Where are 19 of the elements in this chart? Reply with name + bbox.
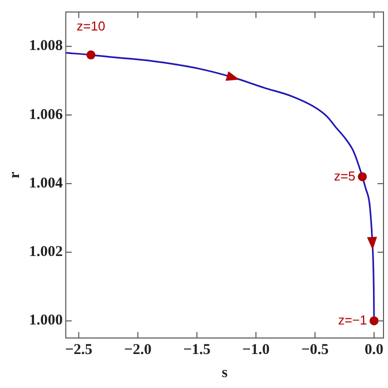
y-tick-label: 1.006 [29, 106, 64, 123]
x-tick-label: 0.0 [364, 342, 384, 358]
y-axis-title: r [6, 171, 23, 178]
y-tick-label: 1.008 [29, 38, 63, 54]
x-tick-label: −2.0 [124, 342, 152, 358]
point [358, 172, 367, 182]
y-tick-label: 1.000 [29, 312, 63, 329]
point [86, 50, 96, 60]
annotation: z=−1 [338, 312, 368, 328]
x-tick-label: −1.0 [242, 342, 270, 358]
y-tick-label: 1.004 [29, 175, 64, 192]
annotation: z=10 [76, 18, 106, 34]
y-tick-label: 1.002 [29, 244, 63, 260]
x-tick-label: −2.5 [65, 342, 92, 358]
x-axis-title: s [222, 364, 228, 381]
annotation: z=5 [334, 168, 356, 184]
point [370, 316, 379, 326]
x-tick-label: −1.5 [183, 342, 211, 358]
x-tick-label: −0.5 [301, 342, 329, 358]
